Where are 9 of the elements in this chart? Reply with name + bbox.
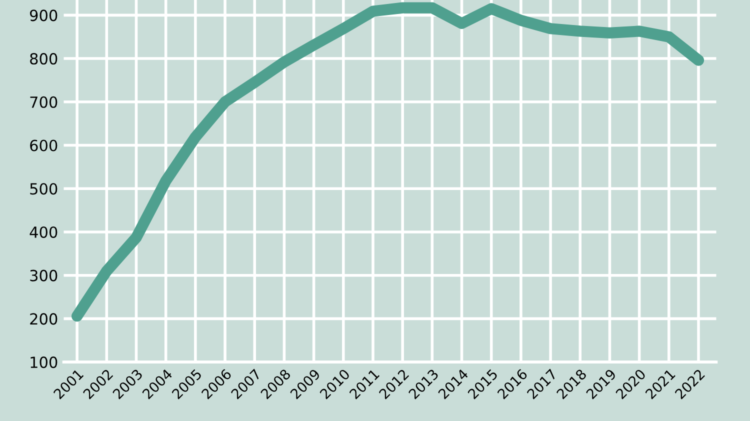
y-tick-label: 400: [30, 226, 58, 238]
y-tick-label: 600: [30, 140, 58, 152]
y-tick-label: 700: [30, 96, 58, 108]
y-tick-label: 100: [30, 356, 58, 368]
y-tick-label: 300: [30, 270, 58, 282]
y-tick-label: 200: [30, 313, 58, 325]
y-tick-label: 900: [30, 10, 58, 22]
y-tick-label: 800: [30, 53, 58, 65]
y-tick-label: 500: [30, 183, 58, 195]
